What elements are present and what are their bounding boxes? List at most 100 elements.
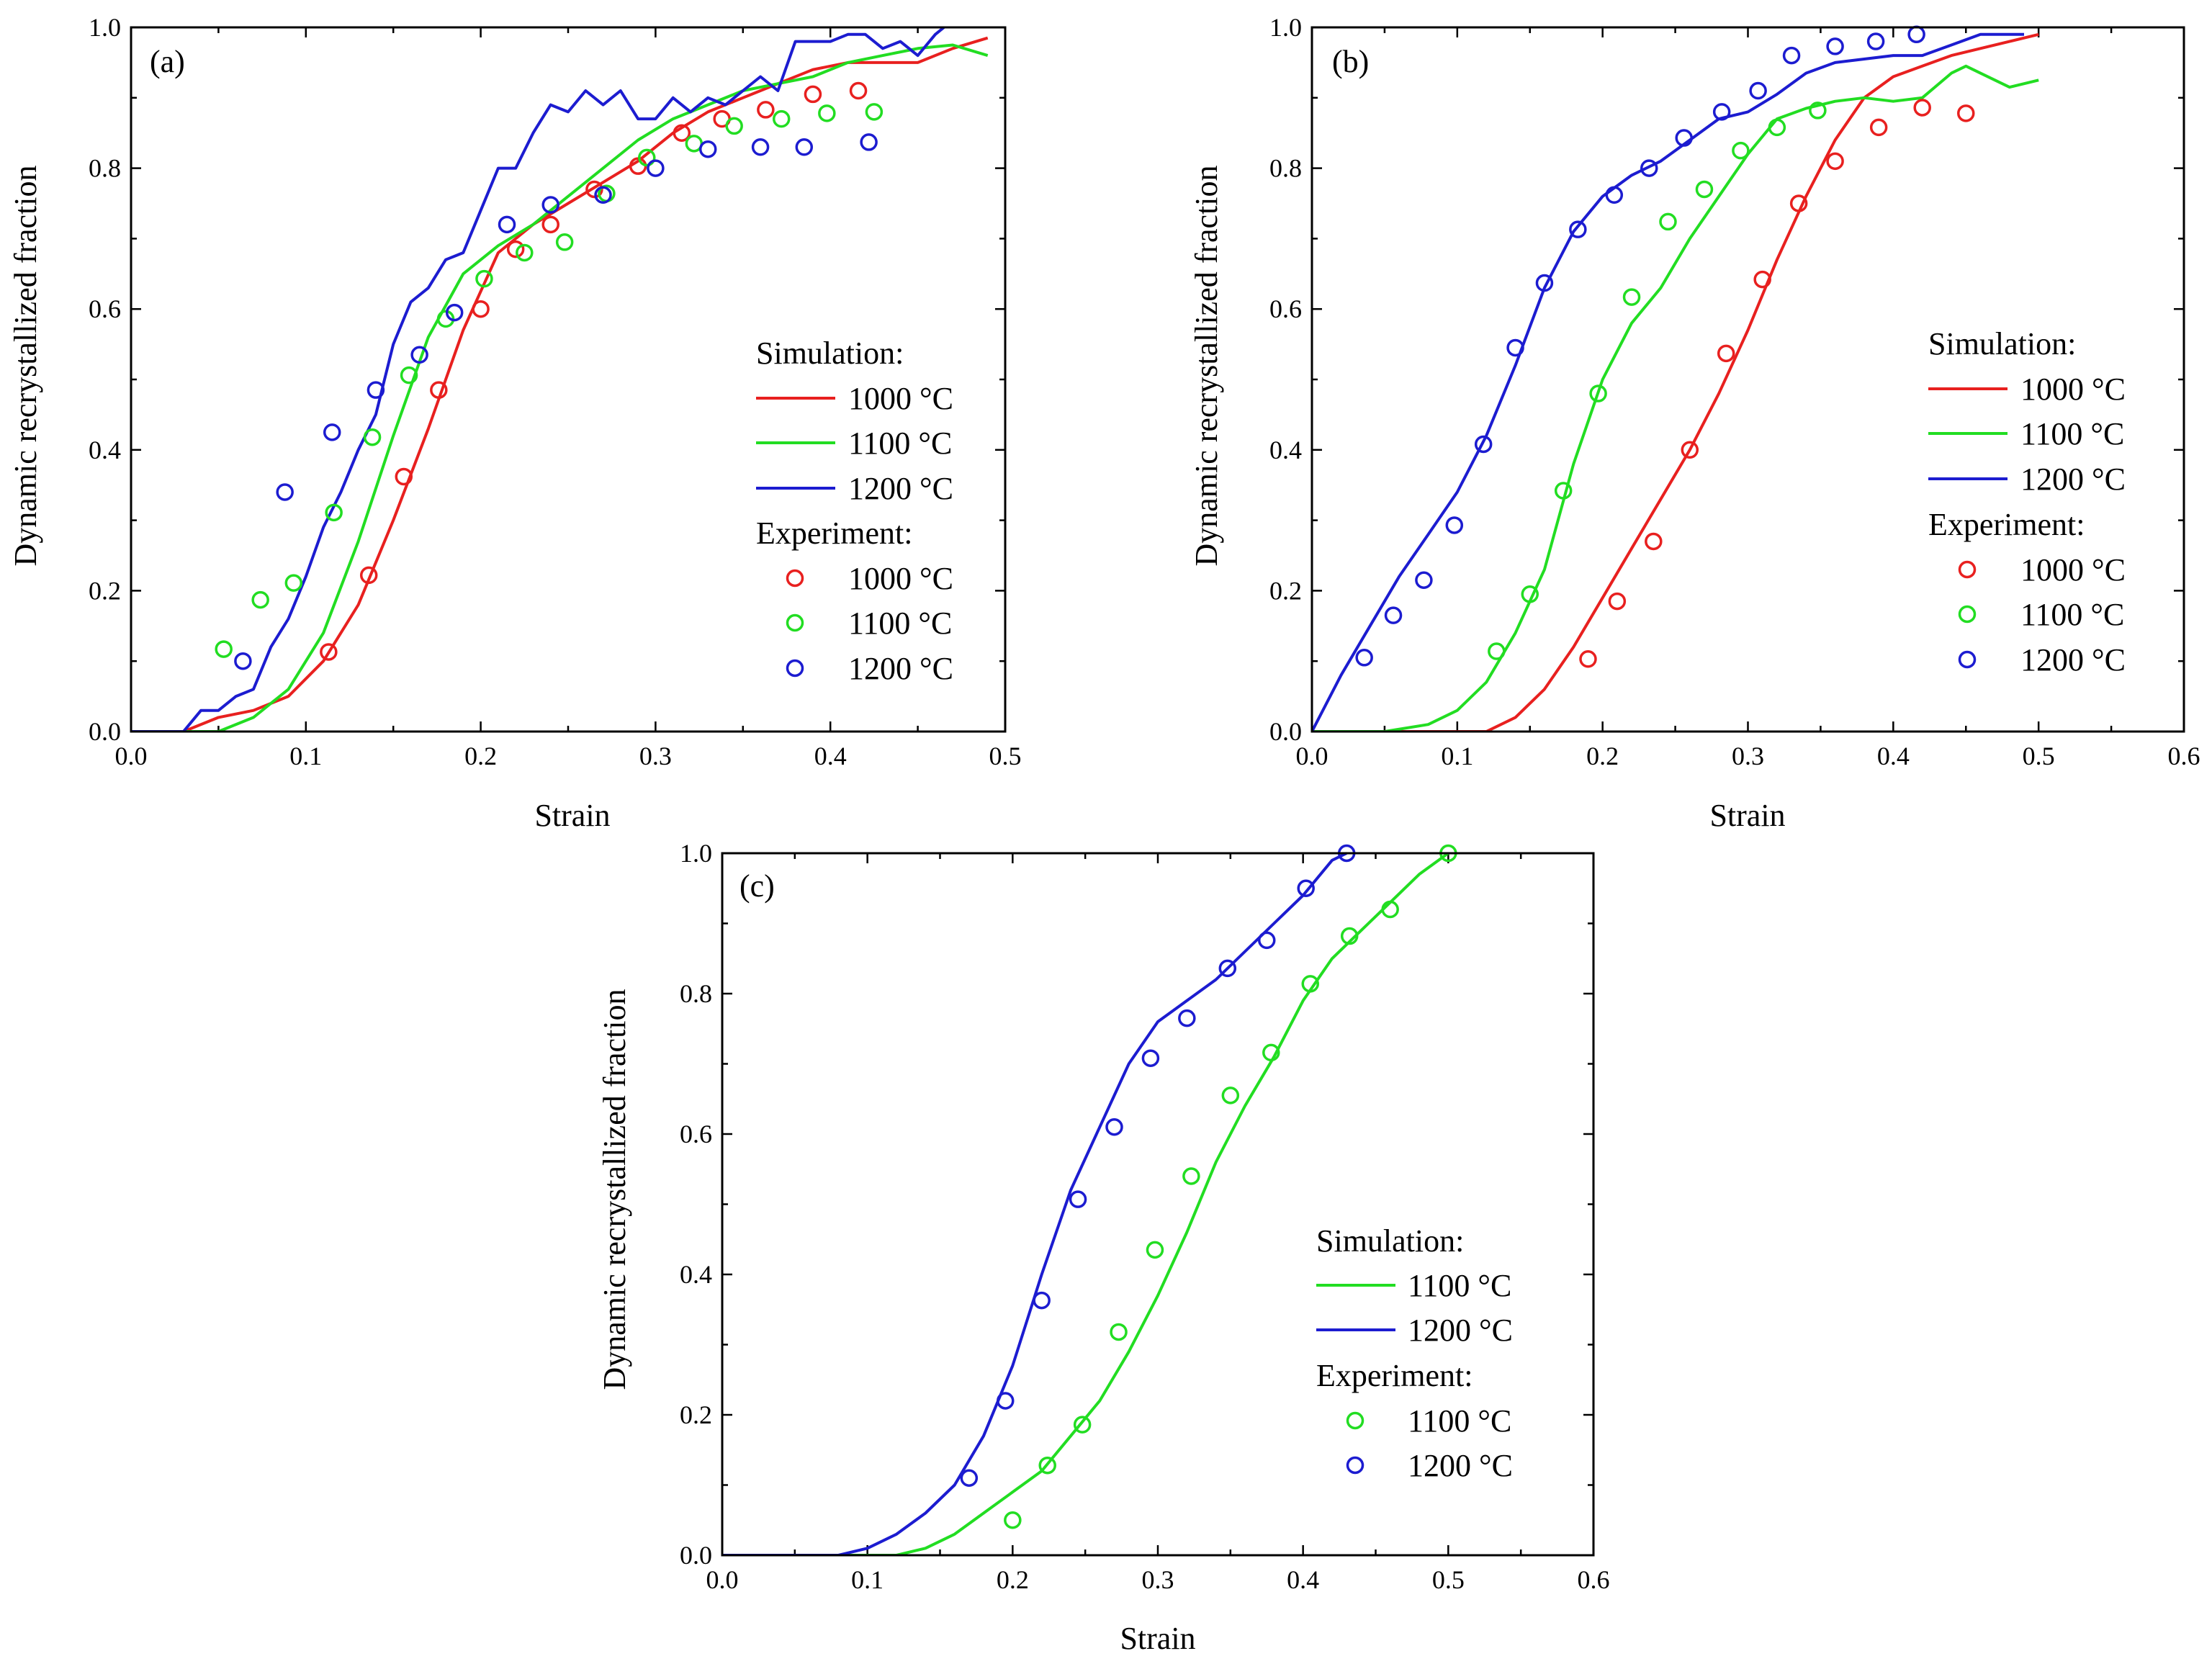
legend-marker-swatch <box>1958 560 1977 579</box>
experiment-point <box>1384 606 1403 624</box>
x-tick-label: 0.6 <box>2168 742 2200 770</box>
x-tick-label: 0.6 <box>1578 1565 1610 1594</box>
x-tick-label: 0.3 <box>1732 742 1764 770</box>
experiment-point <box>960 1469 979 1487</box>
experiment-point <box>430 381 448 399</box>
experiment-point <box>1608 592 1627 611</box>
x-tick-label: 0.5 <box>1432 1565 1465 1594</box>
experiment-point <box>1474 435 1493 454</box>
x-tick-label: 0.3 <box>639 742 672 770</box>
experiment-point <box>320 643 338 661</box>
experiment-point <box>1712 103 1731 121</box>
experiment-point <box>865 103 884 121</box>
x-tick-label: 0.1 <box>289 742 322 770</box>
legend-experiment-header: Experiment: <box>1928 507 2085 542</box>
y-axis-title: Dynamic recrystallized fraction <box>597 989 632 1390</box>
y-tick-label: 0.2 <box>89 576 121 605</box>
panel-a: (a) Dynamic recrystallized fraction Stra… <box>8 13 1022 833</box>
legend-marker-swatch <box>1958 650 1977 669</box>
experiment-point <box>1789 194 1808 212</box>
experiment-point <box>1749 81 1767 100</box>
experiment-point <box>1675 129 1693 147</box>
legend-label-exp-1000: 1000 °C <box>848 561 953 596</box>
experiment-point <box>475 269 493 288</box>
legend-experiment-header: Experiment: <box>756 516 913 551</box>
experiment-point <box>555 233 574 251</box>
experiment-point <box>1589 384 1607 402</box>
x-tick-label: 0.0 <box>115 742 148 770</box>
experiment-point <box>997 1392 1015 1410</box>
experiment-point <box>1182 1167 1200 1185</box>
experiment-point <box>1110 1323 1128 1341</box>
x-axis-title: Strain <box>1120 1621 1195 1656</box>
experiment-point <box>1004 1511 1022 1529</box>
y-tick-label: 0.8 <box>1269 154 1302 183</box>
x-tick-label: 0.2 <box>464 742 497 770</box>
legend-simulation-header: Simulation: <box>1316 1223 1464 1259</box>
experiment-point <box>1038 1456 1056 1475</box>
experiment-point <box>251 590 269 609</box>
simulation-line <box>1312 32 2039 732</box>
experiment-point <box>400 366 418 384</box>
y-tick-label: 0.8 <box>89 154 121 183</box>
panel-label: (a) <box>150 44 185 79</box>
experiment-point <box>594 186 612 204</box>
experiment-point <box>284 574 303 592</box>
legend-marker-swatch <box>786 613 804 632</box>
x-axis-title: Strain <box>1709 798 1785 833</box>
x-tick-label: 0.4 <box>814 742 847 770</box>
experiment-point <box>1033 1291 1051 1310</box>
experiment-point <box>541 215 559 234</box>
plot-frame <box>1310 26 2185 733</box>
experiment-point <box>725 117 743 135</box>
x-tick-label: 0.2 <box>997 1565 1029 1594</box>
experiment-point <box>506 240 525 258</box>
legend-marker-swatch <box>786 659 804 678</box>
experiment-point <box>1521 585 1539 603</box>
experiment-point <box>1381 900 1399 919</box>
experiment-point <box>1221 1087 1240 1105</box>
experiment-point <box>472 300 490 318</box>
experiment-point <box>1605 186 1624 204</box>
experiment-point <box>1069 1190 1087 1208</box>
simulation-line <box>722 852 1348 1555</box>
experiment-point <box>1753 270 1771 289</box>
experiment-point <box>1645 532 1663 551</box>
experiment-point <box>325 503 343 522</box>
y-tick-label: 0.0 <box>680 1541 712 1570</box>
y-tick-label: 0.4 <box>89 436 121 464</box>
legend-label-sim-1100: 1100 °C <box>1408 1268 1511 1303</box>
experiment-point <box>1913 99 1931 117</box>
experiment-point <box>1622 288 1641 306</box>
y-tick-label: 1.0 <box>89 13 121 42</box>
experiment-point <box>647 159 665 177</box>
legend-label-sim-1200: 1200 °C <box>848 471 953 506</box>
y-tick-label: 0.6 <box>89 294 121 323</box>
experiment-point <box>1681 441 1699 459</box>
experiment-point <box>1695 180 1714 199</box>
panel-b: (b) Dynamic recrystallized fraction Stra… <box>1189 13 2200 833</box>
experiment-point <box>1907 25 1925 44</box>
experiment-point <box>1569 220 1587 238</box>
experiment-point <box>1178 1009 1196 1027</box>
experiment-point <box>1535 274 1554 292</box>
experiment-point <box>818 104 836 122</box>
x-tick-label: 0.1 <box>1441 742 1473 770</box>
experiment-point <box>795 138 814 156</box>
legend-label-exp-1200: 1200 °C <box>848 651 953 686</box>
legend-marker-swatch <box>786 569 804 588</box>
experiment-point <box>1105 1118 1123 1136</box>
y-tick-label: 0.8 <box>680 979 712 1008</box>
experiment-point <box>1218 959 1237 978</box>
x-tick-label: 0.3 <box>1142 1565 1174 1594</box>
panel-label: (b) <box>1332 44 1369 79</box>
plot-frame <box>721 852 1595 1557</box>
legend-label-exp-1100: 1100 °C <box>1408 1403 1511 1439</box>
experiment-point <box>1957 104 1975 122</box>
x-axis-title: Strain <box>534 798 610 833</box>
experiment-point <box>363 428 382 446</box>
legend-label-exp-1100: 1100 °C <box>2020 597 2124 632</box>
experiment-point <box>860 133 878 151</box>
x-tick-label: 0.1 <box>851 1565 884 1594</box>
